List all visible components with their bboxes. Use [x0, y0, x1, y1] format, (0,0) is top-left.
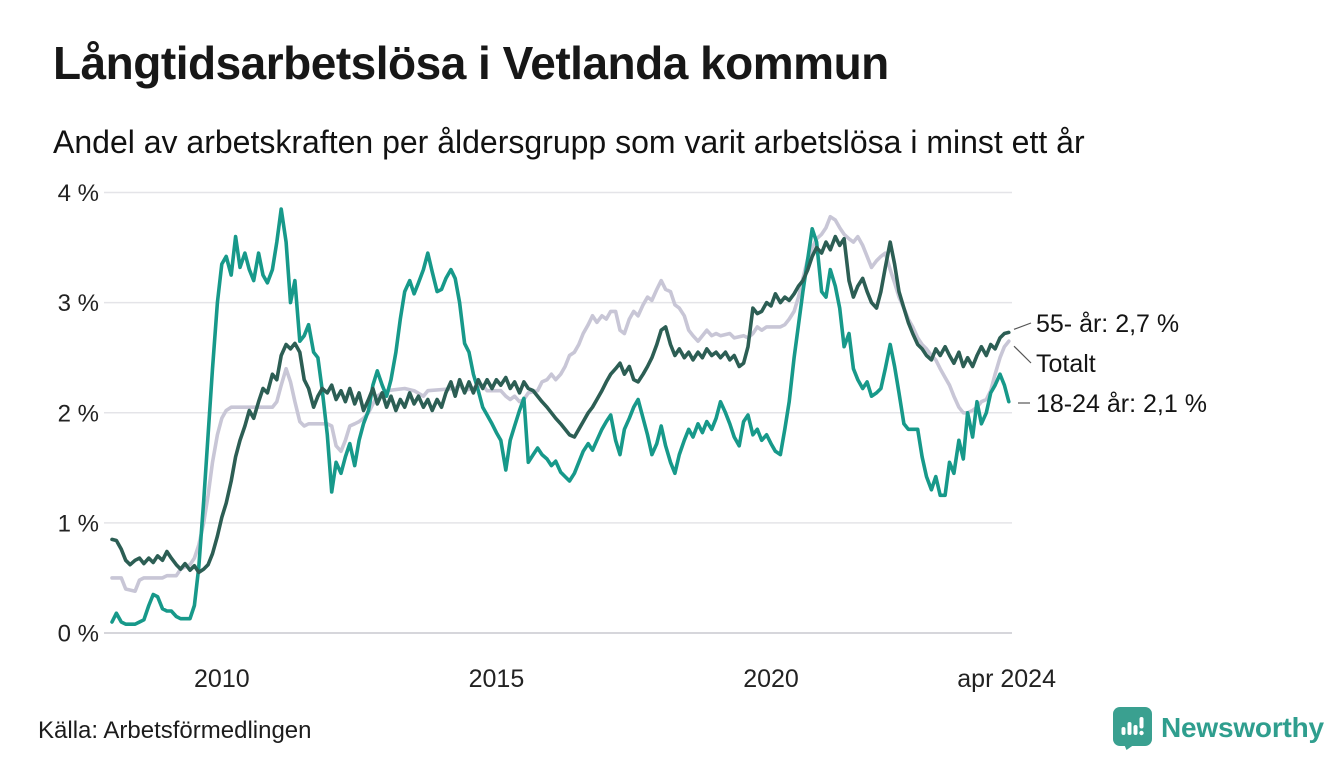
x-tick-label: apr 2024 — [957, 665, 1056, 693]
series-end-label-totalt: Totalt — [1036, 350, 1096, 378]
newsworthy-brand: Newsworthy — [1112, 706, 1324, 750]
series-end-labels: 55- år: 2,7 % Totalt 18-24 år: 2,1 % — [1013, 310, 1207, 418]
series-lines — [110, 207, 1011, 627]
series-line-totalt — [110, 214, 1011, 594]
y-tick-label: 3 % — [58, 290, 99, 317]
series-line-18-24-r — [110, 207, 1011, 627]
chart-subtitle: Andel av arbetskraften per åldersgrupp s… — [53, 124, 1085, 160]
y-tick-label: 4 % — [58, 180, 99, 207]
gridlines — [104, 191, 1012, 634]
series-line-55-r — [110, 234, 1011, 575]
y-tick-label: 1 % — [58, 510, 99, 537]
x-tick-label: 2010 — [194, 665, 250, 693]
newsworthy-wordmark: Newsworthy — [1161, 712, 1324, 743]
label-leader-line — [1013, 322, 1032, 330]
x-tick-label: 2020 — [743, 665, 799, 693]
source-note: Källa: Arbetsförmedlingen — [38, 717, 312, 744]
y-tick-label: 2 % — [58, 400, 99, 427]
x-axis-labels: 2010 2015 2020 apr 2024 — [194, 665, 1056, 693]
label-leader-line — [1013, 345, 1032, 364]
series-end-label-18-24-r: 18-24 år: 2,1 % — [1036, 390, 1207, 418]
y-axis-labels: 0 % 1 % 2 % 3 % 4 % — [58, 180, 99, 648]
y-tick-label: 0 % — [58, 621, 99, 648]
newsworthy-logo-icon — [1113, 707, 1152, 750]
series-end-label-55-r: 55- år: 2,7 % — [1036, 310, 1179, 338]
page-title: Långtidsarbetslösa i Vetlanda kommun — [53, 37, 889, 89]
x-tick-label: 2015 — [469, 665, 525, 693]
